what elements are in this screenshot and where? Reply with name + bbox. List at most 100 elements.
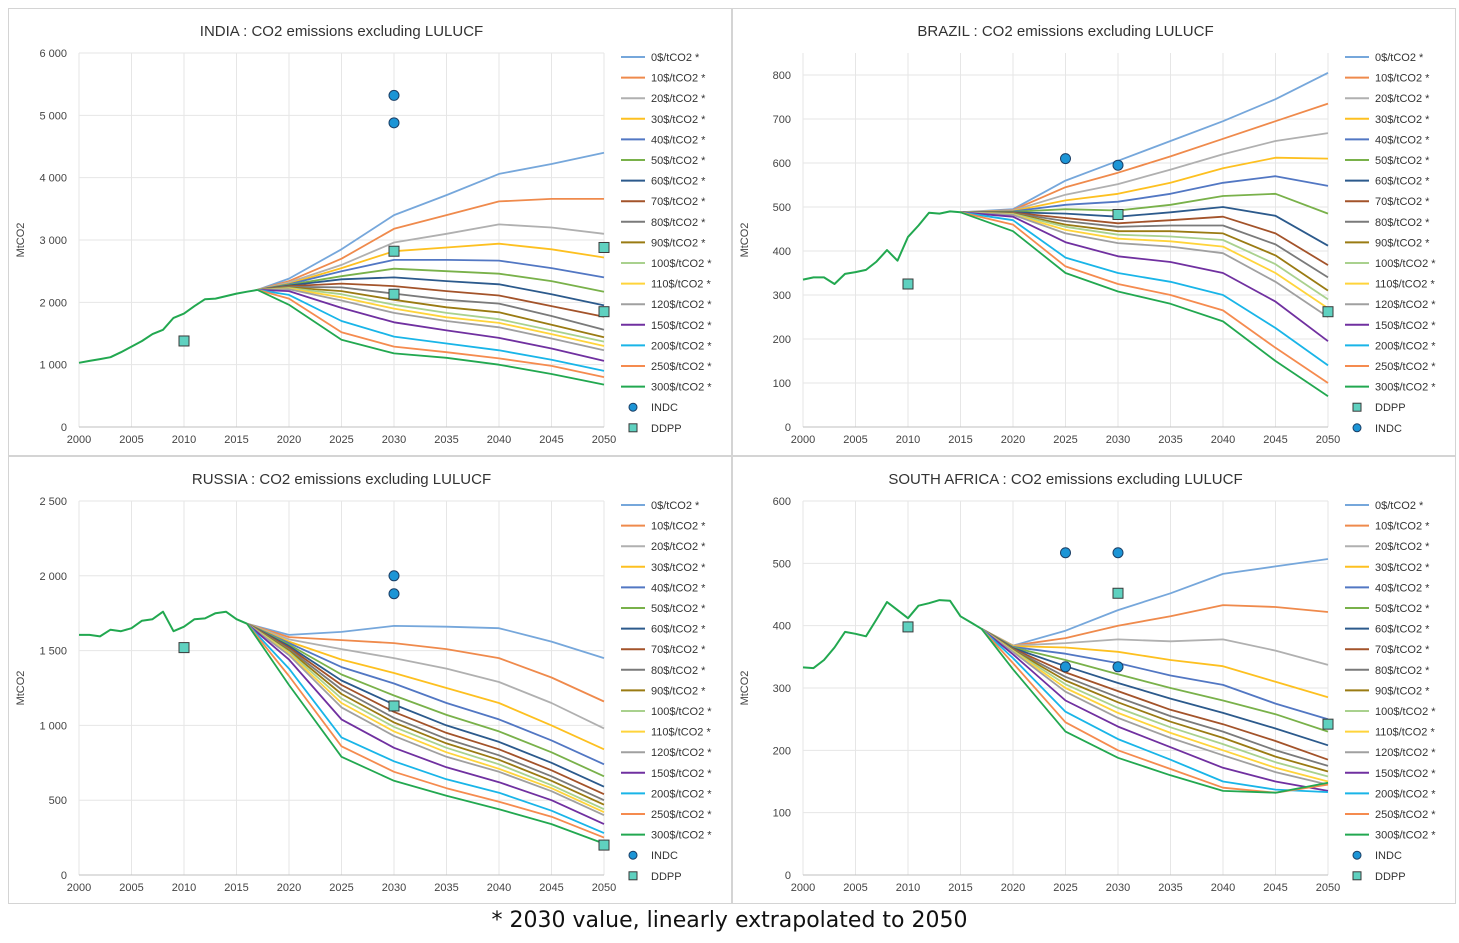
x-tick-label: 2010 [172,882,196,894]
x-tick-label: 2010 [896,434,920,446]
x-tick-label: 2020 [277,434,301,446]
chart-svg: BRAZIL : CO2 emissions excluding LULUCF 2… [739,23,1436,446]
series-line [246,622,605,766]
series-line [960,102,1329,214]
brazil-chart-panel: BRAZIL : CO2 emissions excluding LULUCF 2… [732,8,1456,456]
history-line [78,288,258,364]
y-tick-label: 2 000 [39,571,67,583]
ddpp-marker [178,335,190,347]
x-tick-label: 2045 [539,882,563,894]
legend-label: INDC [651,850,678,862]
series-line [257,258,605,291]
series-line [960,156,1329,214]
x-tick-label: 2045 [1263,882,1287,894]
legend-label: 250$/tCO2 * [1375,809,1436,821]
series-line [960,206,1329,247]
series-line [257,282,605,318]
series-line [980,628,1329,778]
x-tick-label: 2010 [896,882,920,894]
legend-label: 80$/tCO2 * [1375,217,1430,229]
x-tick-label: 2000 [791,882,815,894]
x-tick-label: 2045 [1263,434,1287,446]
x-tick-label: 2000 [791,434,815,446]
y-tick-label: 0 [61,870,67,882]
series-line [257,287,605,347]
x-tick-label: 2025 [1053,882,1077,894]
x-tick-label: 2035 [434,882,458,894]
legend-label: 30$/tCO2 * [651,562,706,574]
legend-label: 120$/tCO2 * [1375,299,1436,311]
ddpp-marker [598,839,610,851]
legend-label: 110$/tCO2 * [1375,727,1435,739]
y-tick-label: 600 [773,158,791,170]
series-line [246,622,605,751]
series-line [980,628,1329,794]
x-tick-label: 2040 [1211,434,1235,446]
indc-marker [1060,661,1071,673]
x-tick-label: 2050 [592,882,616,894]
ddpp-marker [388,245,400,257]
legend-label: 100$/tCO2 * [1375,258,1436,270]
legend-indc-marker [1352,423,1362,433]
x-tick-label: 2045 [539,434,563,446]
series-line [257,289,605,362]
legend-label: 250$/tCO2 * [651,809,712,821]
legend-label: 50$/tCO2 * [1375,155,1430,167]
y-tick-label: 500 [49,795,67,807]
history-line [79,610,248,638]
legend-label: 100$/tCO2 * [651,258,712,270]
indc-marker [1060,547,1071,559]
legend-label: DDPP [1375,402,1406,414]
south-africa-chart-panel: SOUTH AFRICA : CO2 emissions excluding L… [732,456,1456,904]
x-tick-label: 2040 [1211,882,1235,894]
legend-label: 60$/tCO2 * [651,176,706,188]
y-tick-label: 4 000 [39,173,67,185]
y-tick-label: 6 000 [39,48,67,60]
legend-label: 20$/tCO2 * [1375,541,1430,553]
legend-indc-marker [628,402,638,412]
chart-svg: INDIA : CO2 emissions excluding LULUCF 20… [15,23,712,446]
x-tick-label: 2000 [67,434,91,446]
legend-label: 40$/tCO2 * [1375,134,1430,146]
legend-label: 70$/tCO2 * [1375,196,1430,208]
x-tick-label: 2020 [1001,434,1025,446]
legend-label: 50$/tCO2 * [1375,603,1430,615]
legend-label: 10$/tCO2 * [651,521,706,533]
legend-label: 120$/tCO2 * [651,299,712,311]
legend-label: 80$/tCO2 * [651,665,706,677]
chart-title: BRAZIL : CO2 emissions excluding LULUCF [917,23,1213,40]
legend-indc-marker [628,850,638,860]
series-line [257,276,605,307]
legend-label: 90$/tCO2 * [1375,237,1430,249]
y-tick-label: 1 000 [39,360,67,372]
legend-label: 300$/tCO2 * [1375,382,1436,394]
series-line [246,623,605,839]
series-line [246,622,605,703]
chart-title: SOUTH AFRICA : CO2 emissions excluding L… [888,471,1242,488]
ddpp-marker [902,621,914,633]
legend-label: 20$/tCO2 * [651,93,706,105]
x-tick-label: 2025 [1053,434,1077,446]
y-axis-label: MtCO2 [739,223,751,258]
history-line [802,210,961,285]
series-line [246,622,605,659]
y-tick-label: 300 [773,683,791,695]
series-line [246,622,605,788]
series-line [960,175,1329,214]
legend-label: 300$/tCO2 * [651,830,712,842]
y-tick-label: 700 [773,114,791,126]
series-line [960,211,1329,342]
series-line [257,287,605,343]
legend-label: INDC [651,402,678,414]
x-tick-label: 2005 [843,434,867,446]
series-line [257,151,605,291]
series-line [246,622,605,796]
legend-label: 150$/tCO2 * [1375,320,1436,332]
x-tick-label: 2010 [172,434,196,446]
series-line [980,628,1329,786]
x-tick-label: 2030 [382,434,406,446]
ddpp-marker [388,700,400,712]
x-tick-label: 2030 [1106,434,1130,446]
ddpp-marker [598,306,610,318]
ddpp-marker [1112,587,1124,599]
